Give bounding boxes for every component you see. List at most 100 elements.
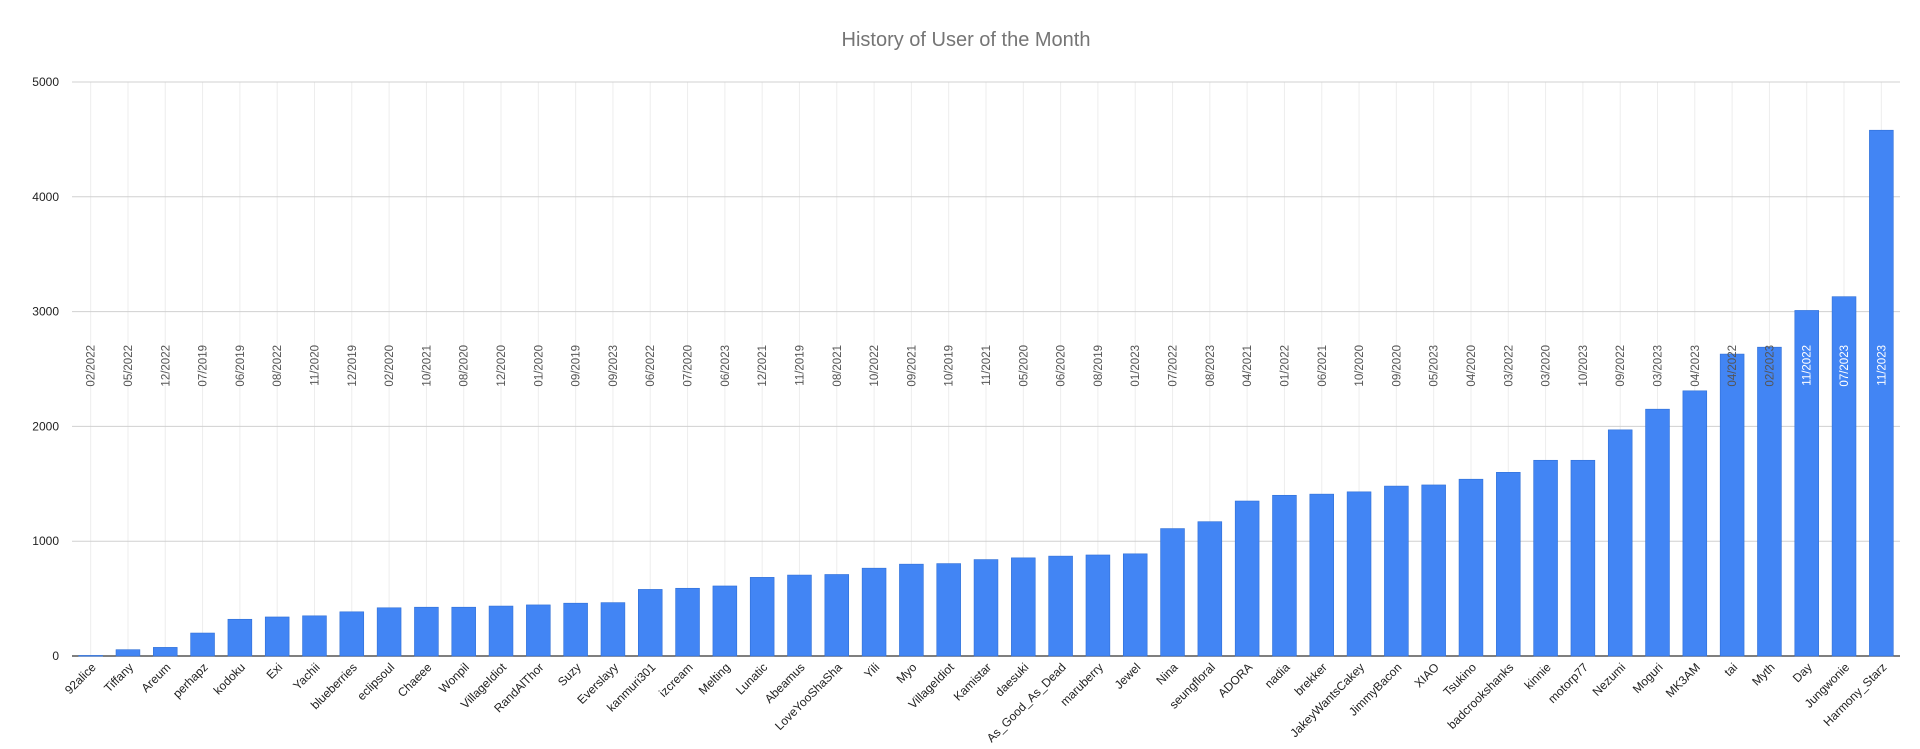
x-tick-label: MK3AM [1663,660,1703,700]
date-label: 06/2021 [1317,345,1329,387]
x-tick-label: XIAO [1412,660,1442,690]
date-labels-layer: 02/2022 05/2022 12/2022 07/2019 06/2019 08/20… [86,345,1889,387]
x-tick-label: Suzy [555,660,584,689]
bar [1421,484,1446,657]
date-label: 05/2023 [1429,345,1441,387]
chart-title: History of User of the Month [842,29,1091,51]
bar [1458,478,1484,657]
bar [376,607,402,657]
bar [1682,390,1708,657]
bar [1719,353,1745,657]
bar [1197,521,1223,657]
date-label: 04/2021 [1242,345,1254,387]
x-tick-label: 92alice [62,660,99,697]
bar [638,589,663,657]
bar [1570,459,1596,657]
bar [936,563,961,657]
x-tick-label: Chaeee [395,660,435,700]
x-tick-label: perhapz [170,660,211,701]
y-tick-label: 5000 [32,75,59,89]
bar [1011,557,1036,657]
x-tick-label: badcrookshanks [1445,660,1517,732]
date-label: 12/2019 [347,345,359,387]
date-label: 04/2023 [1690,345,1702,387]
date-label: 02/2022 [86,345,98,387]
bar [1160,528,1185,657]
bar [1048,555,1073,657]
date-label: 09/2021 [906,345,918,387]
bar [264,616,290,657]
bar [190,632,215,657]
x-tick-label: tai [1721,660,1740,679]
y-tick-label: 2000 [32,419,59,433]
date-label: 05/2020 [1018,345,1030,387]
x-tick-label: eclipsoul [354,660,397,703]
y-tick-label: 0 [52,649,59,663]
bar [1794,310,1819,657]
bar [787,574,812,657]
x-tick-label: motorp77 [1545,660,1591,706]
date-label: 08/2023 [1205,345,1217,387]
date-label: 03/2023 [1653,345,1665,387]
date-label: 09/2022 [1615,345,1627,387]
date-label: 11/2021 [981,345,993,386]
date-label: 11/2022 [1802,345,1814,386]
date-label: 09/2019 [571,345,583,387]
bar [861,567,887,657]
bar [1346,491,1372,657]
x-tick-label: LoveYooShaSha [772,660,845,733]
bar [1533,459,1558,657]
date-label: 03/2020 [1541,345,1553,387]
x-tick-label: Nina [1153,660,1181,688]
x-tick-label: Wonpil [436,660,472,696]
date-label: 06/2022 [645,345,657,387]
date-label: 07/2020 [683,345,695,387]
date-label: 07/2023 [1839,345,1851,387]
bar [1309,493,1334,657]
date-label: 03/2022 [1503,345,1515,387]
bar [973,559,999,657]
date-label: 11/2023 [1876,345,1888,386]
date-label: 11/2019 [794,345,806,386]
date-label: 10/2019 [944,345,956,387]
date-label: 10/2020 [1354,345,1366,387]
date-label: 07/2022 [1168,345,1180,387]
bar [1645,408,1670,657]
bar [302,615,327,657]
x-tick-label: izcream [656,660,696,700]
bar [153,647,178,657]
date-label: 08/2019 [1093,345,1105,387]
bar [227,618,253,657]
bar [1869,129,1894,657]
x-tick-label: Jewel [1112,660,1144,692]
bar [1122,553,1148,657]
bar [899,563,924,657]
date-label: 06/2020 [1056,345,1068,387]
x-tick-label: Nezumi [1590,660,1629,699]
y-tick-label: 3000 [32,305,59,319]
bar [749,577,775,657]
date-label: 01/2022 [1279,345,1291,387]
x-tick-label: nadia [1262,660,1293,691]
y-axis-labels: 0 1000 2000 3000 4000 5000 [32,75,59,663]
date-label: 09/2023 [608,345,620,387]
date-label: 09/2020 [1391,345,1403,387]
x-tick-label: Day [1790,660,1815,685]
bar [563,602,588,657]
bar [675,587,700,657]
date-label: 10/2022 [869,345,881,387]
bars-layer [78,129,1894,657]
bar [1272,494,1297,657]
date-label: 05/2022 [123,345,135,387]
x-tick-label: kodoku [211,660,248,697]
date-label: 12/2021 [757,345,769,387]
bar [824,574,850,657]
x-tick-label: Yili [861,660,882,681]
x-tick-label: Areum [138,660,173,695]
date-label: 04/2020 [1466,345,1478,387]
date-label: 02/2020 [384,345,396,387]
x-tick-label: ADORA [1215,660,1255,700]
y-tick-label: 4000 [32,190,59,204]
